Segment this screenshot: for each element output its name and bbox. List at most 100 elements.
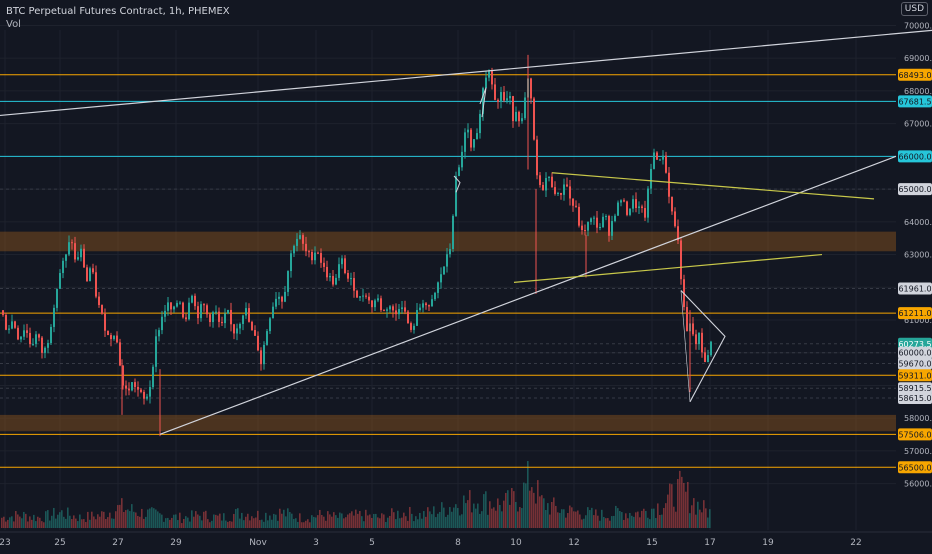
volume-bar xyxy=(671,484,673,528)
volume-indicator-label[interactable]: Vol xyxy=(6,19,21,30)
volume-bar xyxy=(35,521,37,528)
candle-body xyxy=(179,302,181,304)
volume-bar xyxy=(279,508,281,528)
volume-bar xyxy=(5,521,7,528)
candle-body xyxy=(566,184,568,187)
candle-body xyxy=(293,245,295,254)
volume-bar xyxy=(77,521,79,528)
volume-bar xyxy=(53,507,55,528)
volume-bar xyxy=(465,503,467,528)
x-tick-label: 19 xyxy=(762,538,774,548)
y-tick-label: 67000.0 xyxy=(904,120,932,129)
candle-body xyxy=(218,311,220,322)
candle-body xyxy=(365,295,367,297)
candle-body xyxy=(626,201,628,215)
candle-body xyxy=(695,334,697,345)
candle-body xyxy=(41,337,43,353)
volume-bar xyxy=(311,515,313,528)
volume-bar xyxy=(445,516,447,528)
candle-body xyxy=(272,306,274,319)
candle-body xyxy=(35,334,37,344)
volume-bar xyxy=(533,492,535,528)
volume-bar xyxy=(9,517,11,528)
candle-body xyxy=(248,308,250,322)
volume-bar xyxy=(423,511,425,528)
volume-bar xyxy=(273,513,275,528)
volume-bar xyxy=(161,514,163,528)
volume-bar xyxy=(355,509,357,528)
volume-bar xyxy=(67,507,69,528)
volume-bar xyxy=(81,519,83,528)
volume-bar xyxy=(7,519,9,528)
candle-body xyxy=(215,311,217,313)
volume-bar xyxy=(13,521,15,528)
volume-bar xyxy=(529,490,531,528)
volume-bar xyxy=(95,519,97,528)
volume-bar xyxy=(523,482,525,528)
volume-bar xyxy=(349,513,351,528)
volume-bar xyxy=(385,521,387,528)
candle-body xyxy=(53,307,55,327)
price-label-tag xyxy=(898,307,932,320)
candle-body xyxy=(569,186,571,199)
candle-body xyxy=(458,167,460,177)
volume-bar xyxy=(83,519,85,528)
volume-bar xyxy=(151,507,153,528)
rising-trendline xyxy=(159,155,897,435)
price-label-tag xyxy=(898,282,932,295)
candle-body xyxy=(668,172,670,197)
volume-bar xyxy=(375,513,377,528)
candle-body xyxy=(512,96,514,122)
candle-body xyxy=(587,222,589,231)
volume-bar xyxy=(453,507,455,528)
volume-bar xyxy=(167,517,169,528)
price-label-tag xyxy=(898,428,932,441)
candle-body xyxy=(20,336,22,340)
volume-bar xyxy=(215,514,217,528)
candle-body xyxy=(335,277,337,285)
volume-bar xyxy=(387,517,389,528)
candle-body xyxy=(251,321,253,331)
volume-bar xyxy=(33,514,35,528)
candle-body xyxy=(137,386,139,390)
candle-body xyxy=(479,113,481,134)
candle-body xyxy=(419,307,421,311)
volume-bar xyxy=(63,516,65,528)
volume-bar xyxy=(549,514,551,528)
candle-body xyxy=(431,299,433,307)
volume-bar xyxy=(265,512,267,528)
volume-bar xyxy=(109,512,111,528)
volume-bar xyxy=(469,490,471,528)
candle-body xyxy=(95,272,97,297)
currency-label[interactable]: USD xyxy=(900,2,928,16)
candle-body xyxy=(257,335,259,351)
candle-body xyxy=(281,296,283,302)
candle-body xyxy=(524,97,526,119)
volume-bar xyxy=(313,516,315,528)
volume-bar xyxy=(287,508,289,528)
candle-body xyxy=(68,242,70,255)
volume-bar xyxy=(709,509,711,528)
x-tick-label: Nov xyxy=(249,538,267,548)
volume-bar xyxy=(583,518,585,528)
candle-body xyxy=(506,98,508,101)
candle-body xyxy=(89,268,91,282)
x-tick-label: 22 xyxy=(850,538,861,548)
volume-bar xyxy=(99,516,101,528)
volume-bar xyxy=(679,470,681,528)
volume-bar xyxy=(619,510,621,528)
volume-bar xyxy=(519,507,521,528)
volume-bar xyxy=(403,512,405,528)
volume-bar xyxy=(55,518,57,528)
candle-body xyxy=(554,187,556,194)
triangle-pattern xyxy=(680,290,726,403)
candle-body xyxy=(596,217,598,228)
candle-body xyxy=(188,302,190,320)
candle-body xyxy=(146,396,148,399)
y-tick-label: 64000.0 xyxy=(904,218,932,227)
candle-body xyxy=(584,230,586,232)
volume-bar xyxy=(339,512,341,528)
volume-bar xyxy=(285,516,287,528)
